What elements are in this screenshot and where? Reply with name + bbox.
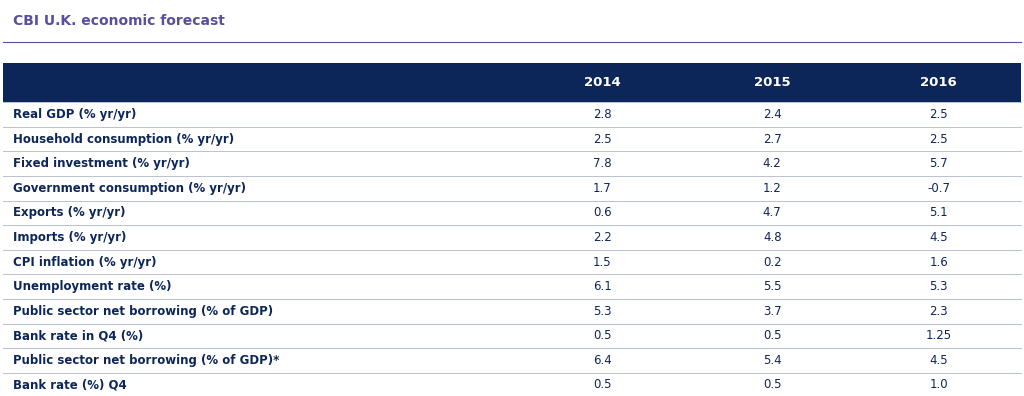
- Text: 5.5: 5.5: [763, 280, 781, 293]
- Text: 7.8: 7.8: [593, 157, 611, 170]
- Text: 4.7: 4.7: [763, 206, 781, 219]
- Text: 5.1: 5.1: [930, 206, 948, 219]
- Text: 4.8: 4.8: [763, 231, 781, 244]
- Text: Imports (% yr/yr): Imports (% yr/yr): [13, 231, 126, 244]
- Text: CBI U.K. economic forecast: CBI U.K. economic forecast: [13, 15, 225, 29]
- Text: Bank rate (%) Q4: Bank rate (%) Q4: [13, 379, 127, 392]
- Text: Exports (% yr/yr): Exports (% yr/yr): [13, 206, 126, 219]
- Text: -0.7: -0.7: [927, 182, 950, 195]
- Text: 1.7: 1.7: [593, 182, 611, 195]
- Text: 0.5: 0.5: [593, 329, 611, 342]
- Text: 4.5: 4.5: [930, 354, 948, 367]
- Text: 1.0: 1.0: [930, 379, 948, 392]
- Text: 6.4: 6.4: [593, 354, 611, 367]
- Text: 0.5: 0.5: [763, 379, 781, 392]
- Text: Government consumption (% yr/yr): Government consumption (% yr/yr): [13, 182, 246, 195]
- Text: 3.7: 3.7: [763, 305, 781, 318]
- Text: 0.2: 0.2: [763, 255, 781, 268]
- Text: 4.5: 4.5: [930, 231, 948, 244]
- Text: 2.4: 2.4: [763, 108, 781, 121]
- Text: 0.5: 0.5: [593, 379, 611, 392]
- Text: 2.3: 2.3: [930, 305, 948, 318]
- Text: 4.2: 4.2: [763, 157, 781, 170]
- Text: Public sector net borrowing (% of GDP): Public sector net borrowing (% of GDP): [13, 305, 273, 318]
- Text: Public sector net borrowing (% of GDP)*: Public sector net borrowing (% of GDP)*: [13, 354, 280, 367]
- Text: Household consumption (% yr/yr): Household consumption (% yr/yr): [13, 133, 234, 146]
- Text: Bank rate in Q4 (%): Bank rate in Q4 (%): [13, 329, 143, 342]
- Text: 2.5: 2.5: [593, 133, 611, 146]
- Text: CPI inflation (% yr/yr): CPI inflation (% yr/yr): [13, 255, 157, 268]
- Text: Unemployment rate (%): Unemployment rate (%): [13, 280, 171, 293]
- Text: 0.5: 0.5: [763, 329, 781, 342]
- FancyBboxPatch shape: [3, 63, 1021, 102]
- Text: 1.2: 1.2: [763, 182, 781, 195]
- Text: 5.3: 5.3: [930, 280, 948, 293]
- Text: 1.6: 1.6: [930, 255, 948, 268]
- Text: 2014: 2014: [584, 76, 621, 89]
- Text: Fixed investment (% yr/yr): Fixed investment (% yr/yr): [13, 157, 189, 170]
- Text: 1.25: 1.25: [926, 329, 951, 342]
- Text: 2.7: 2.7: [763, 133, 781, 146]
- Text: 5.4: 5.4: [763, 354, 781, 367]
- Text: 2.5: 2.5: [930, 133, 948, 146]
- Text: 2.5: 2.5: [930, 108, 948, 121]
- Text: 1.5: 1.5: [593, 255, 611, 268]
- Text: 5.3: 5.3: [593, 305, 611, 318]
- Text: 5.7: 5.7: [930, 157, 948, 170]
- Text: 0.6: 0.6: [593, 206, 611, 219]
- Text: 2016: 2016: [921, 76, 957, 89]
- Text: 6.1: 6.1: [593, 280, 611, 293]
- Text: 2.8: 2.8: [593, 108, 611, 121]
- Text: 2.2: 2.2: [593, 231, 611, 244]
- Text: Real GDP (% yr/yr): Real GDP (% yr/yr): [13, 108, 136, 121]
- Text: 2015: 2015: [754, 76, 791, 89]
